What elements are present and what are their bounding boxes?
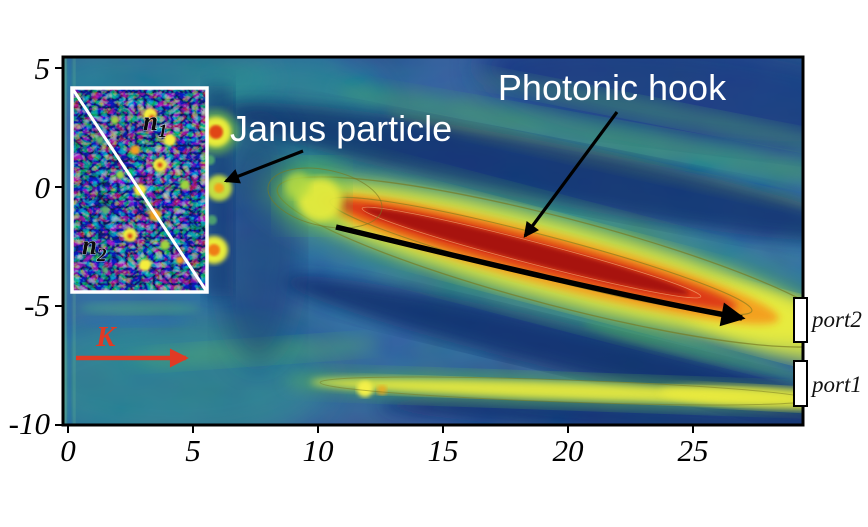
- n1-label: n1: [143, 106, 168, 142]
- port1-marker: [793, 360, 808, 407]
- y-tick-label: -10: [9, 406, 51, 441]
- output-ports: port2 port1: [793, 297, 862, 407]
- photonic-hook-label: Photonic hook: [498, 67, 727, 108]
- x-axis-tick-labels: 0 5 10 15 20 25: [60, 433, 708, 468]
- photonic-hook-pointer-arrow: [523, 111, 619, 238]
- n2-label: n2: [82, 230, 107, 266]
- port2-marker: [793, 297, 808, 343]
- x-tick-label: 25: [678, 433, 709, 468]
- y-tick-label: -5: [24, 288, 50, 323]
- y-axis-tick-labels: 5 0 -5 -10: [9, 51, 51, 441]
- port2-label: port2: [810, 307, 862, 332]
- x-tick-label: 5: [185, 433, 201, 468]
- x-tick-label: 0: [60, 433, 76, 468]
- janus-particle-outline: [70, 86, 209, 294]
- photonic-hook-jet: [259, 167, 803, 369]
- field-heatmap: K: [63, 57, 803, 425]
- x-tick-label: 10: [303, 433, 335, 468]
- y-tick-label: 5: [35, 51, 51, 86]
- hook-direction-arrow: [335, 224, 746, 327]
- secondary-lobe-streak: [285, 372, 803, 411]
- x-tick-label: 20: [553, 433, 585, 468]
- janus-particle-interface-line: [70, 87, 209, 293]
- plot-border: [61, 55, 805, 427]
- y-tick-label: 0: [35, 170, 51, 205]
- janus-particle-pointer-arrow: [223, 149, 304, 184]
- jet-head-blobs: [267, 162, 383, 230]
- x-tick-label: 15: [428, 433, 459, 468]
- janus-particle-label: Janus particle: [230, 108, 452, 149]
- wave-vector-label: K: [95, 321, 117, 353]
- port1-label: port1: [810, 372, 862, 397]
- axis-ticks: [55, 67, 694, 433]
